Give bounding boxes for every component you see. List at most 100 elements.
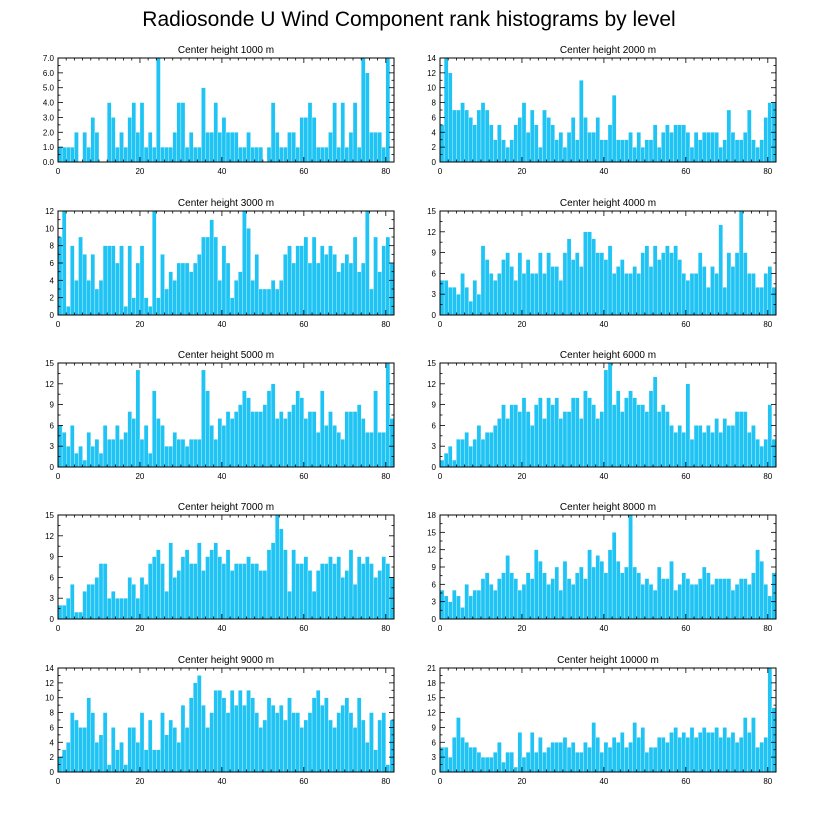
histogram-bar [168,446,173,468]
histogram-bar [74,611,79,620]
histogram-bar [534,404,539,468]
histogram-bar [443,280,449,316]
histogram-bar [538,146,543,163]
histogram-bar [90,117,96,163]
histogram-bar [624,566,629,620]
histogram-bar [763,439,768,468]
histogram-bar [303,236,309,316]
histogram-bar [57,236,63,316]
histogram-bar [456,109,461,163]
histogram-bar [501,572,506,620]
histogram-bar [193,439,198,468]
histogram-bar [517,732,523,773]
histogram-bar [184,446,190,468]
histogram-bar [517,589,523,620]
histogram-bar [315,570,321,620]
x-tick-label: 60 [299,624,308,633]
histogram-bar [747,273,752,316]
histogram-bar [238,271,243,316]
histogram-bar [291,262,296,316]
x-tick-label: 80 [763,320,772,329]
histogram-bar [718,737,723,773]
histogram-bar [648,747,654,773]
histogram-bar [348,262,354,316]
histogram-bar [509,404,514,468]
histogram-bar [710,132,715,163]
histogram-bar [275,418,280,468]
histogram-bar [238,146,243,163]
histogram-bar [221,117,227,163]
histogram-bar [184,727,190,773]
histogram-bar [620,259,625,316]
histogram-bar [143,297,149,316]
histogram-bar [513,124,519,163]
histogram-bar [493,280,498,316]
histogram-bar [283,146,288,163]
histogram-bar [591,238,596,316]
histogram-bar [456,717,461,773]
histogram-bar [714,418,719,468]
histogram-bar [361,262,366,316]
histogram-bar [365,742,370,773]
y-tick-label: 4 [432,128,437,137]
histogram-bar [648,390,654,468]
histogram-bar [131,584,137,620]
y-tick-label: 0 [50,768,55,777]
x-tick-label: 0 [438,320,443,329]
histogram-bar [538,397,543,468]
histogram-bar [70,584,75,620]
histogram-bar [710,266,715,316]
histogram-bar [172,727,177,773]
histogram-bar [743,411,748,468]
histogram-bar [315,690,321,773]
histogram-bar [275,514,280,620]
histogram-bar [94,288,100,316]
x-tick-label: 40 [217,624,226,633]
histogram-bar [710,432,715,468]
histogram-bar [669,425,674,468]
histogram-bar [246,132,251,163]
histogram-bar [620,411,625,468]
x-tick-label: 0 [56,777,61,786]
histogram-bar [661,404,666,468]
histogram-bar [611,404,617,468]
histogram-bar [332,102,337,163]
histogram-bar [550,404,555,468]
histogram-bar [287,411,292,468]
histogram-bar [648,139,654,163]
histogram-bar [587,397,592,468]
histogram-svg: 0 20 40 60 80 0 2 4 6 8 10 12 [45,207,395,329]
histogram-bar [665,742,670,773]
histogram-bar [476,589,482,620]
y-tick-label: 0 [50,311,55,320]
histogram-bar [681,732,687,773]
histogram-bar [369,288,374,316]
panel-title: Center height 6000 m [559,350,657,361]
histogram-bar [521,756,527,773]
histogram-bar [258,570,264,620]
histogram-bar [632,722,637,773]
histogram-bar [464,109,469,163]
histogram-bar [579,266,584,316]
y-tick-label: 0.0 [43,158,55,167]
histogram-bar [648,584,654,620]
y-tick-label: 0 [432,311,437,320]
histogram-bar [583,117,588,163]
histogram-bar [554,397,559,468]
histogram-bar [624,747,629,773]
histogram-bar [119,598,124,620]
histogram-bar [61,146,67,163]
histogram-bar [270,704,276,773]
histogram-bar [640,252,646,316]
histogram-bar [238,563,243,620]
histogram-bar [197,542,202,620]
histogram-bar [529,273,535,316]
x-tick-label: 60 [299,777,308,786]
histogram-bar [275,712,280,773]
histogram-bar [443,57,449,163]
histogram-bar [86,697,91,773]
histogram-bar [377,271,382,316]
histogram-bar [591,132,596,163]
histogram-bar [673,432,678,468]
y-tick-label: 6 [432,580,437,589]
